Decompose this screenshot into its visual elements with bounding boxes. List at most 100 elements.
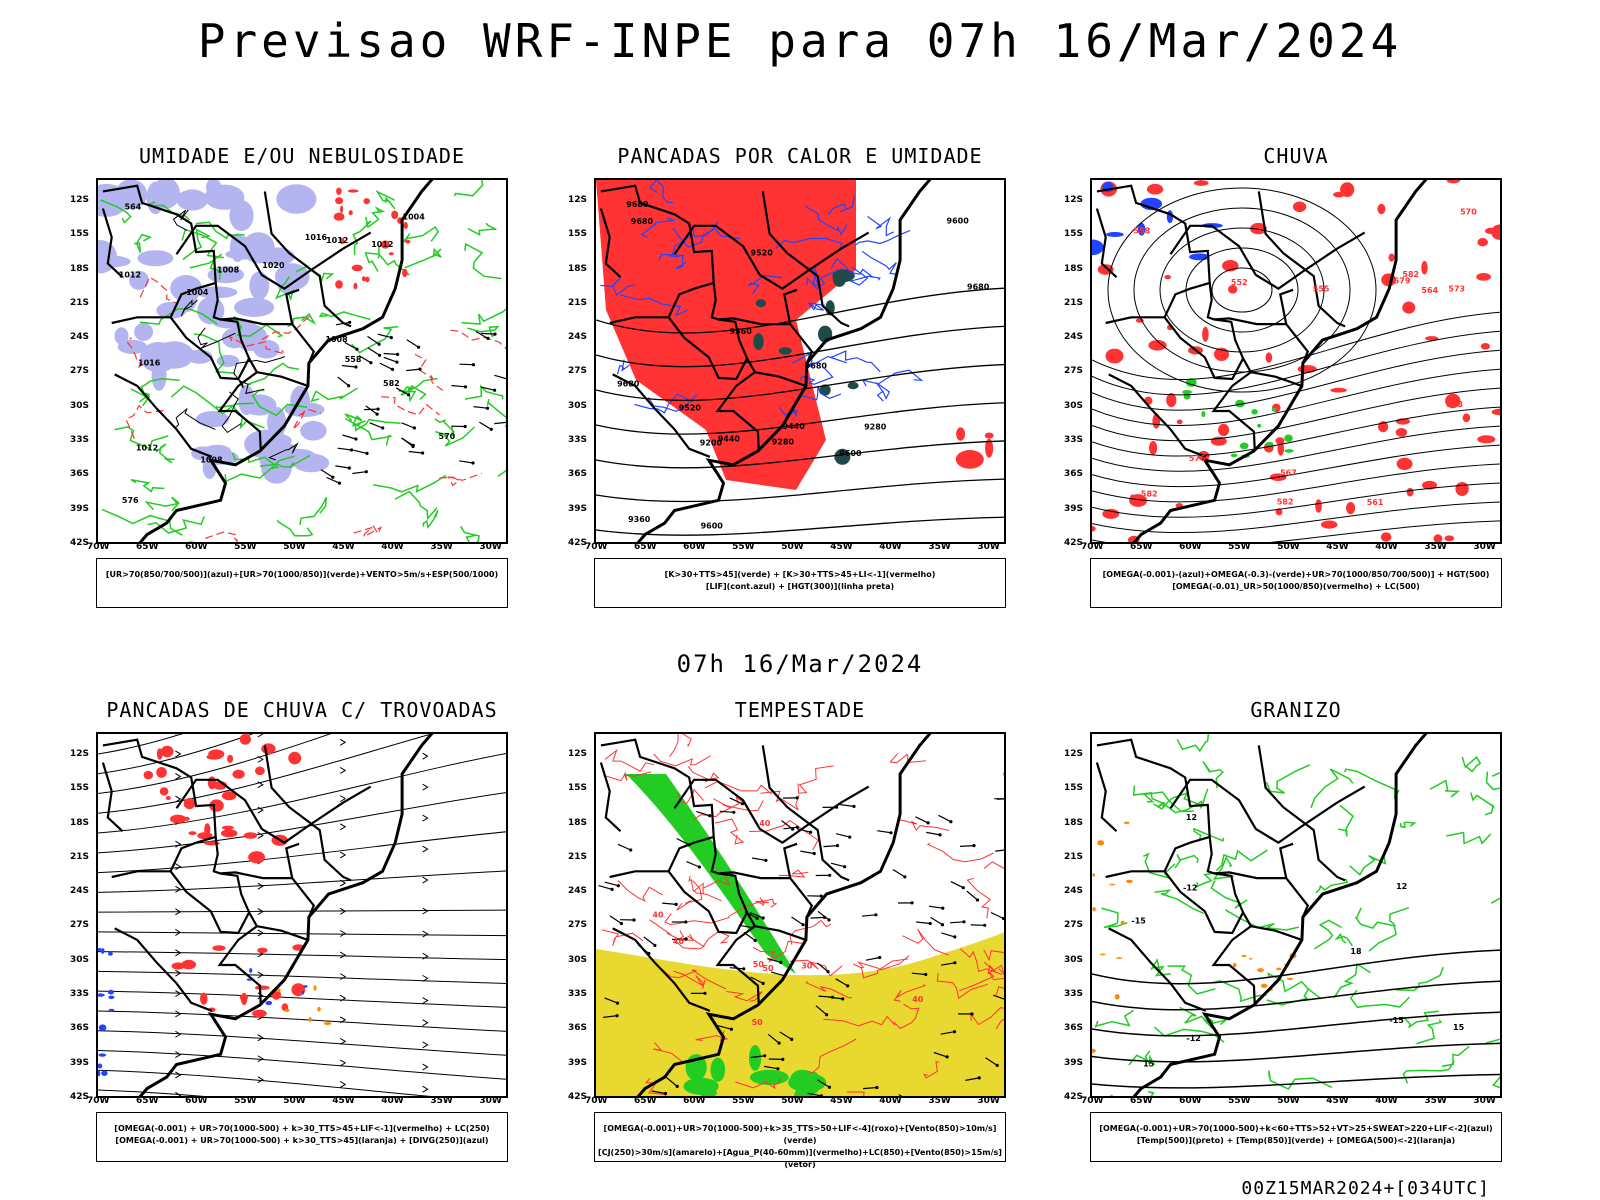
- contour-line: [830, 350, 881, 373]
- contour-line: [672, 221, 719, 249]
- main-title: Previsao WRF-INPE para 07h 16/Mar/2024: [197, 14, 1403, 68]
- shaded-area: [143, 770, 154, 780]
- wind-vector: [926, 831, 941, 836]
- contour-line: [434, 418, 455, 437]
- shaded-area: [1257, 968, 1264, 973]
- contour-line: [175, 408, 216, 430]
- contour-line: [1492, 1075, 1500, 1089]
- shaded-area: [402, 268, 408, 278]
- field-layer: [1092, 180, 1500, 542]
- streamline-arrow: [422, 783, 429, 791]
- shaded-area: [1092, 526, 1096, 532]
- wind-vector: [481, 332, 496, 335]
- streamline-arrow: [422, 997, 429, 1004]
- shaded-area: [301, 990, 305, 995]
- contour-label: 15: [1453, 1023, 1465, 1032]
- shaded-area: [108, 951, 113, 956]
- contour-line: [1154, 889, 1204, 914]
- country-border: [1095, 208, 1118, 279]
- lon-tick-label: 65W: [634, 542, 657, 552]
- country-border: [1250, 371, 1303, 387]
- field-layer: [98, 180, 506, 542]
- map-plot: 582 582 588 582 579 576 573 570 567 564 561 558 555 5…: [1090, 178, 1502, 544]
- lat-tick-label: 33S: [1064, 989, 1084, 1000]
- legend-line: [OMEGA(-0.01)_UR>50(1000/850)(vermelho) …: [1172, 582, 1420, 591]
- wind-vector-head: [819, 894, 823, 898]
- lat-tick-label: 30S: [1064, 400, 1084, 411]
- contour-line: [276, 519, 314, 537]
- shaded-area: [1395, 428, 1408, 437]
- wind-vector: [877, 830, 892, 834]
- lat-tick-label: 42S: [568, 1092, 588, 1102]
- country-border: [1096, 184, 1256, 452]
- wind-vector-head: [619, 921, 623, 926]
- shaded-area: [1446, 180, 1461, 184]
- wind-vector-head: [940, 923, 945, 927]
- wind-vector: [898, 1094, 903, 1096]
- streamline: [98, 752, 506, 834]
- shaded-area: [347, 189, 359, 193]
- lat-tick-label: 27S: [70, 366, 90, 377]
- lat-tick-label: 24S: [1064, 332, 1084, 343]
- lat-tick-label: 33S: [568, 435, 588, 446]
- map-plot: -12 -12 -15 -15 12 15 18 15 12: [1090, 732, 1502, 1098]
- contour-label: 12: [1396, 882, 1407, 891]
- shaded-area: [1445, 393, 1461, 409]
- lat-tick-label: 15S: [568, 783, 588, 794]
- contour-label: 40: [759, 819, 771, 828]
- contour-line: [798, 385, 842, 401]
- streamline: [98, 734, 434, 814]
- legend-line: [OMEGA(-0.001)+UR>70(1000-500)+k<60+TTS>…: [1099, 1124, 1493, 1133]
- contour-line: [854, 229, 911, 246]
- wind-vector-head: [347, 466, 351, 470]
- contour-line: [1211, 980, 1267, 1003]
- isoline: [1159, 227, 1325, 353]
- wind-vector: [941, 932, 955, 938]
- contour-label: 9600: [839, 449, 862, 458]
- contour-label: 579: [1394, 277, 1411, 286]
- country-border: [599, 208, 622, 279]
- contour-line: [674, 930, 705, 950]
- lat-tick-label: 18S: [1064, 817, 1084, 828]
- shaded-area: [336, 187, 342, 195]
- wind-vector-head: [493, 332, 497, 336]
- contour-line: [1402, 1060, 1455, 1084]
- lat-tick-label: 12S: [70, 194, 90, 205]
- contour-label: 1004: [403, 213, 426, 222]
- panel-title: PANCADAS POR CALOR E UMIDADE: [617, 144, 983, 168]
- streamline-arrow: [175, 928, 182, 936]
- shaded-area: [1402, 301, 1416, 314]
- lat-tick-label: 27S: [568, 366, 588, 377]
- lat-tick-label: 42S: [1064, 1092, 1084, 1102]
- contour-label: 50: [762, 964, 774, 973]
- wind-vector: [609, 915, 622, 924]
- shaded-area: [1102, 508, 1120, 519]
- shaded-area: [1476, 273, 1491, 281]
- shaded-area: [212, 945, 226, 951]
- lat-tick-label: 30S: [70, 400, 90, 411]
- wind-vector-head: [846, 984, 850, 988]
- shaded-area: [1330, 387, 1347, 393]
- contour-line: [669, 734, 692, 757]
- contour-line: [995, 986, 1004, 996]
- shaded-area: [1340, 182, 1355, 197]
- wind-vector: [406, 368, 421, 372]
- wind-vector: [604, 881, 619, 887]
- wind-vector: [911, 972, 926, 976]
- wind-vector-head: [389, 336, 393, 340]
- contour-label: 9520: [751, 249, 774, 258]
- wind-vector-head: [953, 935, 957, 939]
- contour-label: 1012: [371, 240, 393, 249]
- country-border: [102, 184, 262, 452]
- isoline: [1092, 482, 1500, 518]
- streamline-arrow: [175, 908, 182, 916]
- wind-vector: [401, 437, 414, 447]
- shaded-area: [98, 1063, 103, 1069]
- wind-vector-head: [489, 427, 493, 431]
- contour-line: [1461, 756, 1482, 773]
- contour-line: [704, 780, 773, 795]
- lon-tick-label: 30W: [479, 542, 502, 552]
- lat-tick-label: 39S: [1064, 1057, 1084, 1068]
- lat-tick-label: 39S: [568, 503, 588, 514]
- wind-vector: [770, 971, 785, 977]
